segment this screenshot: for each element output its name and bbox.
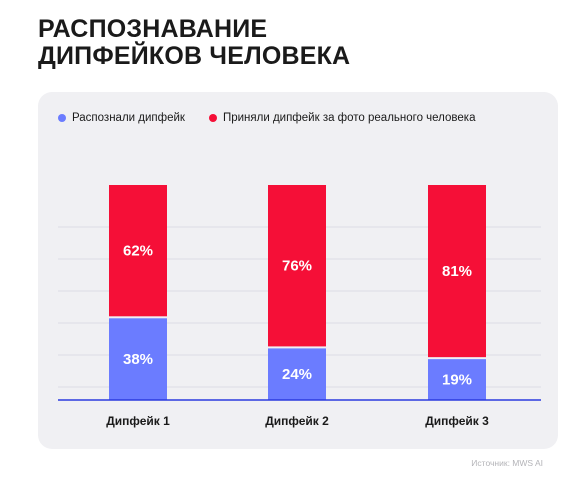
x-tick-label-2: Дипфейк 2 (265, 414, 329, 428)
bar-accepted-1 (109, 185, 167, 317)
bar-recognized-1 (109, 318, 167, 400)
legend-dot-recognized (58, 114, 66, 122)
legend-label-accepted: Приняли дипфейк за фото реального челове… (222, 112, 476, 124)
x-tick-label-1: Дипфейк 1 (106, 414, 170, 428)
data-label-recognized-2: 24% (282, 366, 312, 383)
data-label-recognized-1: 38% (123, 351, 153, 368)
page-title: РАСПОЗНАВАНИЕ ДИПФЕЙКОВ ЧЕЛОВЕКА (38, 16, 478, 70)
data-label-accepted-3: 81% (442, 263, 472, 280)
legend-item-recognized: Распознали дипфейк (58, 112, 185, 124)
bar-recognized-2 (268, 348, 326, 400)
title-line-2: ДИПФЕЙКОВ ЧЕЛОВЕКА (38, 42, 351, 70)
source-note: Источник: MWS AI (471, 458, 543, 468)
chart-legend: Распознали дипфейк Приняли дипфейк за фо… (58, 112, 499, 124)
data-label-accepted-2: 76% (282, 258, 312, 275)
data-label-accepted-1: 62% (123, 243, 153, 260)
title-line-1: РАСПОЗНАВАНИЕ (38, 15, 268, 43)
bar-accepted-2 (268, 185, 326, 347)
bar-recognized-3 (428, 359, 486, 400)
data-label-recognized-3: 19% (442, 372, 472, 389)
legend-dot-accepted (208, 114, 217, 122)
legend-item-accepted: Приняли дипфейк за фото реального челове… (208, 112, 476, 124)
bar-accepted-3 (428, 185, 486, 358)
legend-label-recognized: Распознали дипфейк (72, 112, 185, 124)
x-tick-label-3: Дипфейк 3 (425, 414, 489, 428)
